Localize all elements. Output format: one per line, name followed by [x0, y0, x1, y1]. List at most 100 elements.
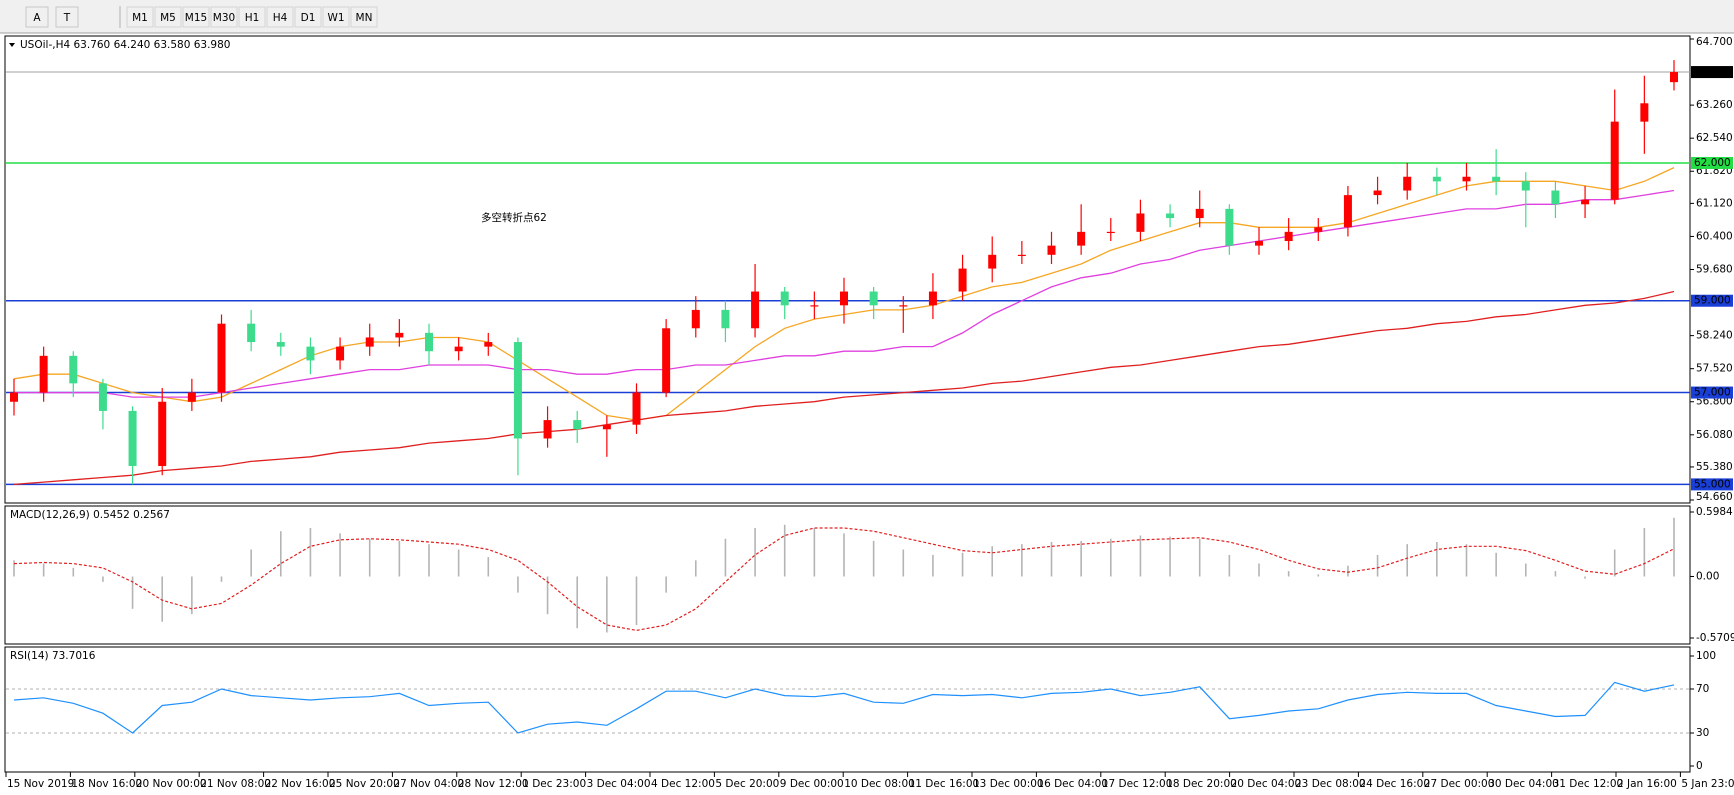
- x-tick-label: 11 Dec 16:00: [909, 778, 980, 790]
- timeframe-label: D1: [301, 12, 316, 24]
- candle-body: [691, 309, 700, 329]
- candle-body: [1047, 245, 1056, 255]
- candle-body: [869, 291, 878, 306]
- candle-body: [365, 337, 374, 347]
- candle-body: [928, 291, 937, 306]
- level-label-box: [1691, 294, 1733, 307]
- tool-label: T: [63, 12, 71, 24]
- candle-body: [336, 346, 345, 361]
- candle-body: [1225, 208, 1234, 246]
- y-tick-label: 57.520: [1696, 363, 1733, 375]
- pane-frame: [4, 646, 1691, 773]
- candle-body: [1136, 213, 1145, 232]
- x-tick-label: 30 Dec 04:00: [1488, 778, 1559, 790]
- signal-line: [13, 527, 1675, 632]
- candle-body: [1521, 181, 1530, 191]
- candle-body: [1403, 176, 1412, 191]
- timeframe-button[interactable]: [210, 6, 238, 28]
- candle-body: [454, 346, 463, 352]
- y-tick-label: 0.5984: [1696, 506, 1733, 518]
- y-tick-label: 61.120: [1696, 197, 1733, 209]
- x-tick-label: 28 Nov 12:00: [458, 778, 529, 790]
- candle-body: [780, 291, 789, 306]
- candle-body: [69, 355, 78, 384]
- timeframe-label: M1: [132, 12, 148, 24]
- level-label: 59.000: [1694, 295, 1731, 307]
- tool-label: A: [33, 12, 41, 24]
- level-label-box: [1691, 386, 1733, 399]
- candle-body: [988, 254, 997, 269]
- candle-body: [128, 410, 137, 467]
- x-tick-label: 17 Dec 12:00: [1102, 778, 1173, 790]
- pane-title: MACD(12,26,9) 0.5452 0.2567: [10, 509, 170, 521]
- candle-body: [958, 268, 967, 292]
- x-tick-label: 13 Dec 00:00: [973, 778, 1044, 790]
- x-tick-label: 18 Dec 20:00: [1166, 778, 1237, 790]
- candle-body: [187, 392, 196, 402]
- candle-body: [1195, 208, 1204, 219]
- candle-body: [840, 291, 848, 306]
- timeframe-button[interactable]: [350, 6, 378, 28]
- tool-button[interactable]: [25, 6, 49, 28]
- candle-body: [1077, 231, 1086, 246]
- x-tick-label: 25 Nov 20:00: [329, 778, 400, 790]
- candle-body: [543, 420, 552, 439]
- candle-body: [1462, 176, 1471, 182]
- candle-body: [217, 323, 226, 393]
- timeframe-button[interactable]: [182, 6, 210, 28]
- x-tick-label: 5 Dec 20:00: [715, 778, 779, 790]
- timeframe-button[interactable]: [126, 6, 154, 28]
- y-tick-label: 55.380: [1696, 461, 1733, 473]
- candle-body: [276, 342, 285, 347]
- candle-body: [1255, 241, 1263, 246]
- timeframe-button[interactable]: [238, 6, 266, 28]
- x-tick-label: 24 Dec 16:00: [1359, 778, 1430, 790]
- candle-body: [899, 305, 908, 307]
- y-tick-label: 0: [1696, 760, 1703, 772]
- timeframe-button[interactable]: [294, 6, 322, 28]
- candle-body: [1432, 176, 1441, 182]
- x-tick-label: 31 Dec 12:00: [1553, 778, 1624, 790]
- candle-body: [573, 420, 582, 430]
- collapse-arrow: [9, 43, 15, 47]
- tool-button[interactable]: [55, 6, 79, 28]
- candle-body: [1284, 231, 1293, 242]
- candle-body: [810, 305, 819, 307]
- y-tick-label: 59.680: [1696, 264, 1733, 276]
- y-tick-label: 54.660: [1696, 491, 1733, 503]
- timeframe-button[interactable]: [266, 6, 294, 28]
- y-tick-label: 62.540: [1696, 132, 1733, 144]
- x-tick-label: 5 Jan 23:00: [1681, 778, 1734, 790]
- candle-body: [1314, 227, 1323, 232]
- x-tick-label: 10 Dec 08:00: [844, 778, 915, 790]
- y-tick-label: 63.260: [1696, 99, 1733, 111]
- candle-body: [425, 332, 433, 352]
- timeframe-label: M30: [213, 12, 235, 24]
- x-tick-label: 1 Dec 23:00: [522, 778, 586, 790]
- annotation: 多空转折点62: [481, 211, 547, 224]
- candle-body: [1017, 254, 1026, 257]
- level-label: 63.980: [1694, 66, 1731, 78]
- timeframe-label: M5: [160, 12, 176, 24]
- candle-body: [98, 383, 107, 411]
- timeframe-label: H1: [245, 12, 260, 24]
- candle-body: [602, 424, 611, 430]
- timeframe-label: M15: [185, 12, 207, 24]
- timeframe-label: W1: [327, 12, 344, 24]
- level-label: 55.000: [1694, 478, 1731, 490]
- rsi-line: [13, 681, 1675, 734]
- y-tick-label: 56.800: [1696, 396, 1733, 408]
- timeframe-button[interactable]: [154, 6, 182, 28]
- pane-frame: [4, 505, 1691, 645]
- timeframe-button[interactable]: [322, 6, 350, 28]
- candle-body: [1166, 213, 1175, 219]
- timeframe-label: MN: [356, 12, 373, 24]
- x-tick-label: 23 Dec 08:00: [1295, 778, 1366, 790]
- candle-body: [484, 342, 493, 347]
- y-tick-label: 56.080: [1696, 429, 1733, 441]
- level-label-box: [1691, 66, 1733, 79]
- level-label-box: [1691, 156, 1733, 169]
- y-tick-label: 64.700: [1696, 36, 1733, 48]
- x-tick-label: 21 Nov 08:00: [200, 778, 271, 790]
